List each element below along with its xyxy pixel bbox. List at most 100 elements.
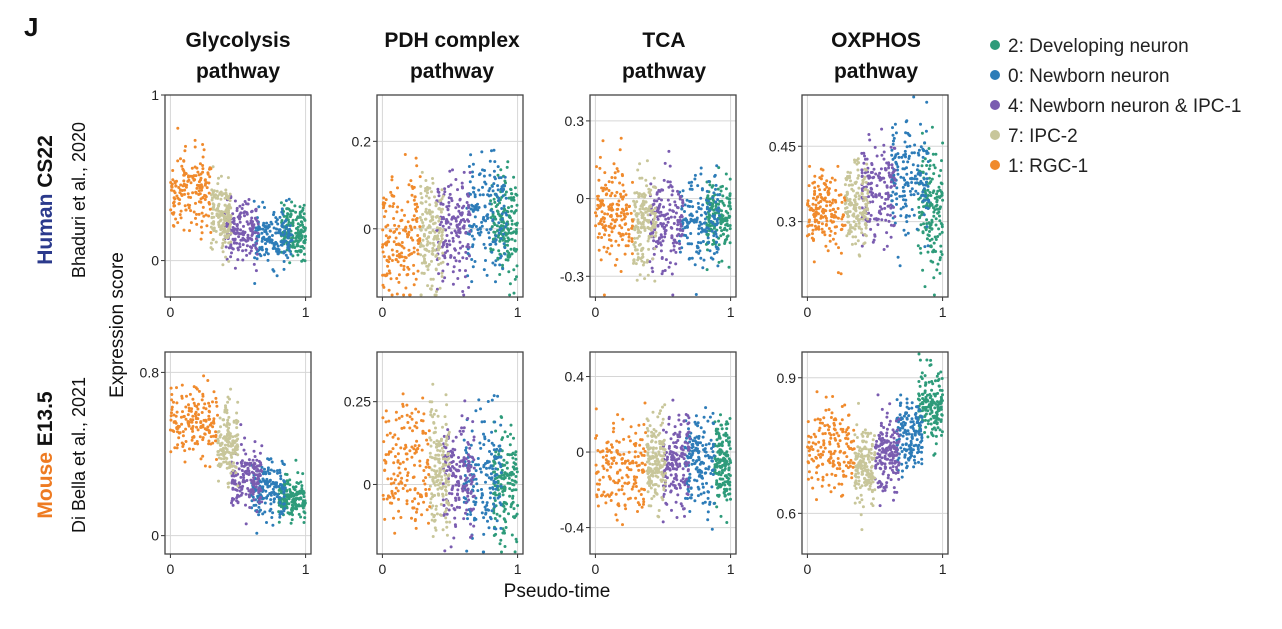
scatter-point — [200, 238, 203, 241]
scatter-point — [635, 262, 638, 265]
scatter-point — [256, 257, 259, 260]
scatter-point — [402, 294, 405, 297]
scatter-point — [712, 209, 715, 212]
scatter-point — [497, 199, 500, 202]
scatter-point — [189, 196, 192, 199]
scatter-point — [435, 290, 438, 293]
scatter-point — [188, 229, 191, 232]
scatter-point — [473, 238, 476, 241]
scatter-point — [932, 172, 935, 175]
scatter-point — [482, 443, 485, 446]
scatter-point — [844, 199, 847, 202]
scatter-point — [265, 497, 268, 500]
scatter-point — [261, 240, 264, 243]
scatter-point — [601, 210, 604, 213]
scatter-point — [239, 423, 242, 426]
scatter-point — [468, 254, 471, 257]
scatter-point — [467, 210, 470, 213]
scatter-point — [228, 451, 231, 454]
scatter-point — [633, 210, 636, 213]
scatter-point — [227, 195, 230, 198]
scatter-point — [452, 537, 455, 540]
scatter-point — [646, 259, 649, 262]
scatter-point — [614, 194, 617, 197]
scatter-point — [303, 253, 306, 256]
column-titles: Glycolysis pathway PDH complex pathway T… — [185, 29, 920, 83]
scatter-point — [447, 474, 450, 477]
scatter-point — [647, 213, 650, 216]
scatter-point — [465, 550, 468, 553]
scatter-point — [208, 192, 211, 195]
scatter-point — [265, 521, 268, 524]
scatter-point — [829, 181, 832, 184]
scatter-point — [221, 228, 224, 231]
scatter-point — [504, 488, 507, 491]
scatter-point — [596, 195, 599, 198]
scatter-point — [880, 154, 883, 157]
scatter-point — [932, 164, 935, 167]
scatter-point — [209, 208, 212, 211]
scatter-point — [227, 416, 230, 419]
scatter-point — [219, 444, 222, 447]
scatter-point — [882, 144, 885, 147]
x-tick-label: 0 — [167, 304, 175, 320]
scatter-point — [237, 235, 240, 238]
scatter-point — [450, 504, 453, 507]
scatter-point — [880, 218, 883, 221]
scatter-point — [641, 247, 644, 250]
scatter-point — [500, 474, 503, 477]
scatter-point — [891, 191, 894, 194]
scatter-point — [215, 230, 218, 233]
scatter-point — [260, 500, 263, 503]
scatter-point — [195, 213, 198, 216]
scatter-point — [202, 196, 205, 199]
scatter-point — [435, 446, 438, 449]
scatter-point — [436, 234, 439, 237]
scatter-point — [851, 243, 854, 246]
scatter-point — [714, 201, 717, 204]
scatter-point — [244, 231, 247, 234]
scatter-point — [454, 178, 457, 181]
scatter-point — [864, 241, 867, 244]
scatter-point — [412, 272, 415, 275]
scatter-point — [456, 493, 459, 496]
scatter-point — [673, 222, 676, 225]
scatter-point — [288, 198, 291, 201]
scatter-point — [253, 450, 256, 453]
scatter-point — [890, 185, 893, 188]
scatter-point — [201, 171, 204, 174]
scatter-point — [647, 240, 650, 243]
scatter-point — [890, 146, 893, 149]
scatter-point — [706, 190, 709, 193]
scatter-point — [198, 189, 201, 192]
scatter-point — [217, 177, 220, 180]
scatter-point — [860, 152, 863, 155]
scatter-point — [815, 211, 818, 214]
scatter-point — [874, 193, 877, 196]
scatter-point — [923, 187, 926, 190]
scatter-point — [808, 165, 811, 168]
scatter-point — [431, 383, 434, 386]
scatter-point — [500, 207, 503, 210]
scatter-point — [905, 173, 908, 176]
scatter-point — [236, 207, 239, 210]
scatter-point — [512, 176, 515, 179]
scatter-point — [224, 189, 227, 192]
scatter-point — [893, 184, 896, 187]
scatter-point — [238, 215, 241, 218]
scatter-point — [516, 204, 519, 207]
scatter-point — [718, 243, 721, 246]
scatter-point — [501, 185, 504, 188]
scatter-point — [426, 244, 429, 247]
scatter-point — [515, 540, 518, 543]
scatter-point — [861, 175, 864, 178]
scatter-point — [211, 216, 214, 219]
scatter-point — [456, 506, 459, 509]
scatter-point — [271, 491, 274, 494]
scatter-point — [700, 214, 703, 217]
scatter-point — [934, 236, 937, 239]
scatter-point — [625, 232, 628, 235]
scatter-point — [255, 248, 258, 251]
y-tick-label: 0 — [151, 253, 159, 269]
